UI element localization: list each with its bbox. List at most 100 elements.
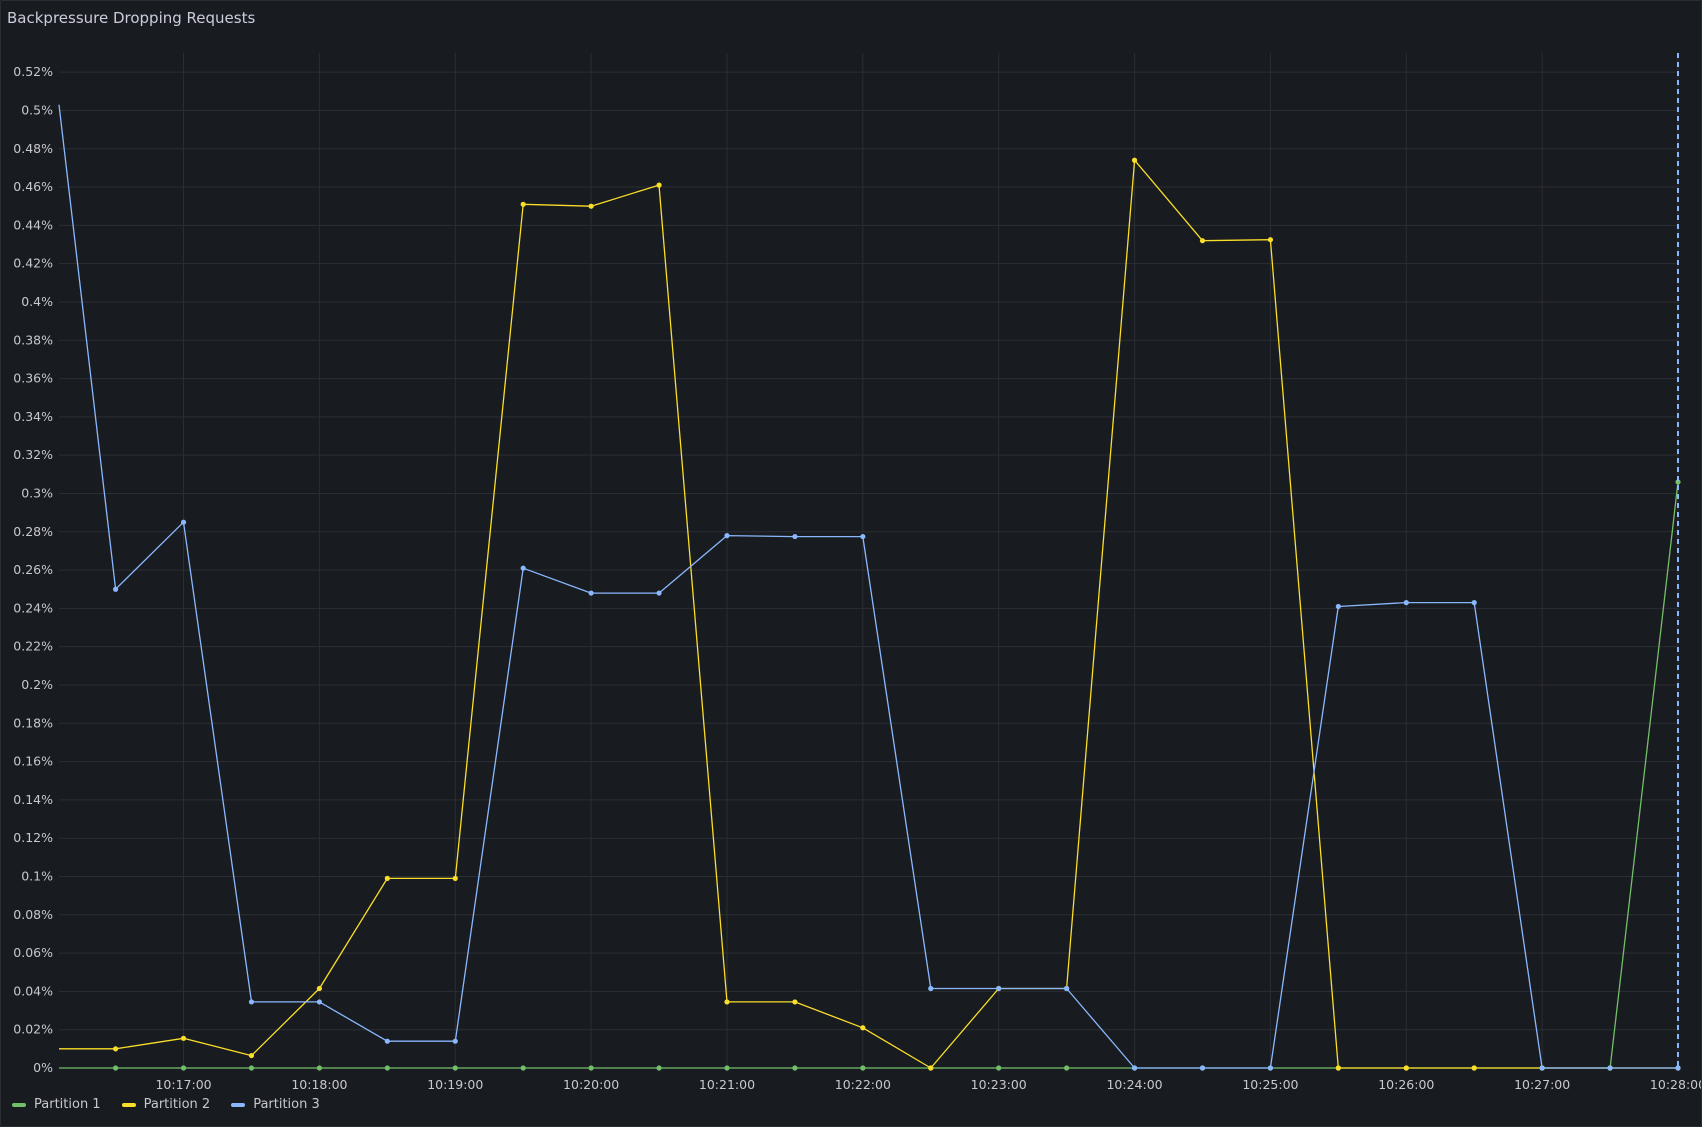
data-point[interactable] <box>996 985 1002 992</box>
x-tick-label: 10:17:00 <box>155 1077 211 1092</box>
data-point[interactable] <box>180 1035 187 1041</box>
data-point[interactable] <box>520 201 526 207</box>
data-point[interactable] <box>860 1065 866 1071</box>
data-point[interactable] <box>792 999 798 1005</box>
data-point[interactable] <box>452 1065 458 1071</box>
data-point[interactable] <box>588 1065 594 1071</box>
data-point[interactable] <box>384 1065 390 1071</box>
data-point[interactable] <box>1607 1065 1613 1071</box>
x-tick-label: 10:21:00 <box>699 1077 755 1092</box>
legend-swatch <box>231 1102 246 1107</box>
y-tick-label: 0.02% <box>13 1022 53 1037</box>
data-point[interactable] <box>1199 1065 1206 1071</box>
data-point[interactable] <box>860 1025 866 1031</box>
legend-item-partition-2[interactable]: Partition 2 <box>121 1097 211 1112</box>
x-tick-label: 10:18:00 <box>291 1077 347 1092</box>
data-point[interactable] <box>1403 600 1409 606</box>
data-point[interactable] <box>248 999 255 1005</box>
legend-item-partition-3[interactable]: Partition 3 <box>231 1097 320 1112</box>
data-point[interactable] <box>180 519 187 525</box>
legend-item-partition-1[interactable]: Partition 1 <box>12 1097 101 1112</box>
y-tick-label: 0.24% <box>13 600 53 615</box>
data-point[interactable] <box>1267 1065 1274 1071</box>
data-point[interactable] <box>316 985 322 992</box>
data-point[interactable] <box>384 1038 390 1044</box>
data-point[interactable] <box>928 985 934 992</box>
data-point[interactable] <box>520 1065 526 1071</box>
x-axis: 10:17:00 10:18:00 10:19:00 10:20:00 10:21:00… <box>155 1077 1701 1092</box>
data-point[interactable] <box>860 533 866 540</box>
data-point[interactable] <box>792 1065 798 1071</box>
y-tick-label: 0.28% <box>13 524 53 539</box>
data-point[interactable] <box>1471 600 1477 606</box>
data-point[interactable] <box>1267 237 1274 243</box>
y-tick-label: 0.4% <box>21 294 53 309</box>
legend-label: Partition 1 <box>34 1097 101 1112</box>
data-point[interactable] <box>656 590 662 596</box>
data-point[interactable] <box>1064 1065 1070 1071</box>
x-tick-label: 10:25:00 <box>1242 1077 1298 1092</box>
data-point[interactable] <box>1539 1065 1545 1071</box>
y-tick-label: 0.14% <box>13 792 53 807</box>
data-point[interactable] <box>113 1065 119 1071</box>
y-tick-label: 0.38% <box>13 332 53 347</box>
data-point[interactable] <box>1403 1065 1409 1071</box>
data-point[interactable] <box>1471 1065 1477 1071</box>
data-point[interactable] <box>452 1038 458 1044</box>
y-tick-label: 0.04% <box>13 983 53 998</box>
y-tick-label: 0.22% <box>13 639 53 654</box>
y-tick-label: 0.16% <box>13 754 53 769</box>
data-point[interactable] <box>1335 1065 1341 1071</box>
data-point[interactable] <box>248 1065 255 1071</box>
y-tick-label: 0.12% <box>13 830 53 845</box>
panel-title[interactable]: Backpressure Dropping Requests <box>7 9 256 27</box>
y-tick-label: 0.42% <box>13 256 53 271</box>
data-point[interactable] <box>656 182 662 188</box>
legend-label: Partition 2 <box>143 1097 211 1112</box>
data-point[interactable] <box>928 1065 934 1071</box>
x-tick-label: 10:20:00 <box>563 1077 619 1092</box>
data-point[interactable] <box>113 1046 119 1052</box>
data-point[interactable] <box>452 875 458 882</box>
data-point[interactable] <box>316 1065 322 1071</box>
x-tick-label: 10:26:00 <box>1378 1077 1434 1092</box>
y-tick-label: 0.32% <box>13 447 53 462</box>
data-point[interactable] <box>248 1052 255 1059</box>
data-point[interactable] <box>996 1065 1002 1071</box>
data-point[interactable] <box>588 203 594 209</box>
data-point[interactable] <box>384 875 390 882</box>
x-tick-label: 10:28:00 <box>1650 1077 1701 1092</box>
y-tick-label: 0.26% <box>13 562 53 577</box>
data-point[interactable] <box>1199 238 1206 244</box>
data-point[interactable] <box>1675 1065 1681 1071</box>
legend: Partition 1 Partition 2 Partition 3 <box>12 1097 320 1112</box>
data-point[interactable] <box>1064 985 1070 992</box>
data-point[interactable] <box>656 1065 662 1071</box>
data-point[interactable] <box>792 533 798 540</box>
y-tick-label: 0.06% <box>13 945 53 960</box>
y-tick-label: 0.48% <box>13 141 53 156</box>
data-point[interactable] <box>1131 157 1138 163</box>
data-point[interactable] <box>1675 479 1681 485</box>
series-line-2[interactable] <box>59 159 1678 1069</box>
data-point[interactable] <box>316 999 322 1005</box>
y-tick-label: 0.44% <box>13 217 53 232</box>
grid <box>59 53 1679 1069</box>
y-tick-label: 0% <box>33 1060 53 1075</box>
data-point[interactable] <box>588 590 594 596</box>
data-point[interactable] <box>180 1065 187 1071</box>
y-tick-label: 0.52% <box>13 64 53 79</box>
data-point[interactable] <box>724 999 730 1005</box>
series-line-3[interactable] <box>58 104 1678 1069</box>
data-point[interactable] <box>113 586 119 592</box>
x-tick-label: 10:19:00 <box>427 1077 483 1092</box>
data-point[interactable] <box>1131 1065 1138 1071</box>
data-point[interactable] <box>724 533 730 539</box>
data-point[interactable] <box>1335 603 1341 610</box>
data-point[interactable] <box>724 1065 730 1071</box>
y-tick-label: 0.34% <box>13 409 53 424</box>
y-tick-label: 0.5% <box>21 102 53 117</box>
data-point[interactable] <box>520 565 526 571</box>
